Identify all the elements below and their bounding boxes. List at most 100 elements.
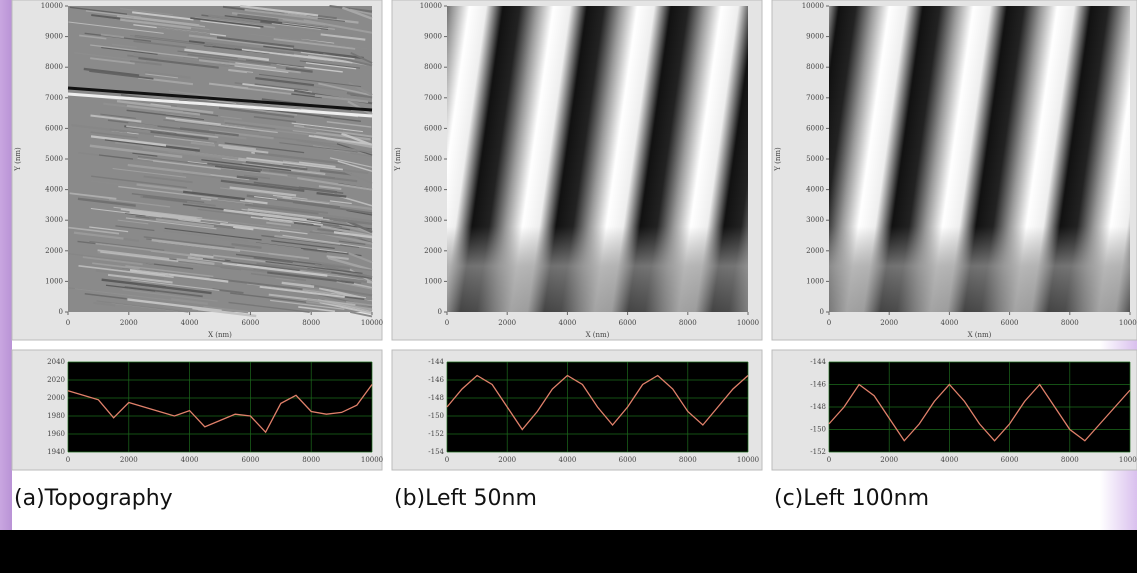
y-tick-label: 2000 [47,394,65,402]
y-tick-label: 2000 [45,247,63,255]
y-axis-label: Y (nm) [14,147,22,172]
y-tick-label: -152 [810,448,826,456]
y-tick-label: 3000 [806,216,824,224]
x-axis-label: X (nm) [208,331,232,339]
x-tick-label: 8000 [679,319,697,327]
y-tick-label: 5000 [45,155,63,163]
x-axis-label: X (nm) [968,331,992,339]
caption: (c)Left 100nm [774,486,929,511]
y-tick-label: 4000 [424,186,442,194]
x-tick-label: 10000 [737,456,759,464]
y-tick-label: 7000 [806,94,824,102]
y-tick-label: 4000 [45,186,63,194]
x-tick-label: 2000 [120,456,138,464]
y-tick-label: 7000 [424,94,442,102]
y-tick-label: -146 [428,376,444,384]
x-tick-label: 2000 [498,319,516,327]
y-tick-label: -144 [428,358,444,366]
y-tick-label: 1000 [45,277,63,285]
x-tick-label: 0 [66,456,70,464]
y-tick-label: 4000 [806,186,824,194]
y-tick-label: 9000 [45,33,63,41]
y-tick-label: 9000 [806,33,824,41]
x-axis-label: X (nm) [586,331,610,339]
figure-svg: 0200040006000800010000010002000300040005… [0,0,1137,573]
x-tick-label: 6000 [619,456,637,464]
y-tick-label: 6000 [806,124,824,132]
caption: (a)Topography [14,486,173,511]
x-tick-label: 4000 [940,319,958,327]
x-tick-label: 0 [827,456,831,464]
x-tick-label: 2000 [880,456,898,464]
y-tick-label: -150 [810,426,826,434]
y-tick-label: -154 [428,448,444,456]
y-tick-label: 8000 [45,63,63,71]
y-tick-label: 8000 [424,63,442,71]
y-tick-label: 10000 [420,2,442,10]
y-tick-label: 7000 [45,94,63,102]
y-tick-label: 1960 [47,430,65,438]
y-tick-label: -152 [428,430,444,438]
x-tick-label: 0 [827,319,831,327]
y-tick-label: 0 [438,308,442,316]
x-tick-label: 4000 [558,319,576,327]
y-tick-label: 6000 [424,124,442,132]
x-tick-label: 6000 [619,319,637,327]
afm-fade [447,6,748,312]
y-tick-label: 0 [820,308,824,316]
y-tick-label: 1980 [47,412,65,420]
y-tick-label: 1940 [47,448,65,456]
x-tick-label: 4000 [181,319,199,327]
y-tick-label: 8000 [806,63,824,71]
y-tick-label: 3000 [45,216,63,224]
x-tick-label: 0 [445,456,449,464]
x-tick-label: 4000 [940,456,958,464]
y-tick-label: 5000 [806,155,824,163]
y-axis-label: Y (nm) [774,147,782,172]
x-tick-label: 10000 [1119,319,1137,327]
x-tick-label: 8000 [302,456,320,464]
y-tick-label: 6000 [45,124,63,132]
x-tick-label: 8000 [302,319,320,327]
y-tick-label: 3000 [424,216,442,224]
figure: 0200040006000800010000010002000300040005… [0,0,1137,573]
bottom-bar [0,530,1137,573]
y-tick-label: -148 [428,394,444,402]
y-tick-label: 10000 [41,2,63,10]
x-tick-label: 0 [66,319,70,327]
x-tick-label: 2000 [120,319,138,327]
x-tick-label: 10000 [361,319,383,327]
x-tick-label: 10000 [1119,456,1137,464]
caption: (b)Left 50nm [394,486,537,511]
y-tick-label: 2000 [424,247,442,255]
x-tick-label: 2000 [880,319,898,327]
y-tick-label: 5000 [424,155,442,163]
y-tick-label: 1000 [806,277,824,285]
x-tick-label: 6000 [1001,456,1019,464]
x-tick-label: 8000 [1061,456,1079,464]
y-tick-label: 2020 [47,376,65,384]
x-tick-label: 4000 [558,456,576,464]
y-tick-label: 1000 [424,277,442,285]
y-tick-label: -144 [810,358,826,366]
x-tick-label: 4000 [181,456,199,464]
x-tick-label: 8000 [679,456,697,464]
y-axis-label: Y (nm) [394,147,402,172]
y-tick-label: 2040 [47,358,65,366]
y-tick-label: 2000 [806,247,824,255]
x-tick-label: 10000 [737,319,759,327]
y-tick-label: 9000 [424,33,442,41]
afm-fade [829,6,1130,312]
x-tick-label: 6000 [1001,319,1019,327]
profile-plot [68,362,372,452]
x-tick-label: 6000 [241,319,259,327]
x-tick-label: 10000 [361,456,383,464]
y-tick-label: 0 [59,308,63,316]
y-tick-label: -150 [428,412,444,420]
x-tick-label: 0 [445,319,449,327]
y-tick-label: -148 [810,403,826,411]
y-tick-label: 10000 [802,2,824,10]
x-tick-label: 6000 [241,456,259,464]
x-tick-label: 8000 [1061,319,1079,327]
x-tick-label: 2000 [498,456,516,464]
